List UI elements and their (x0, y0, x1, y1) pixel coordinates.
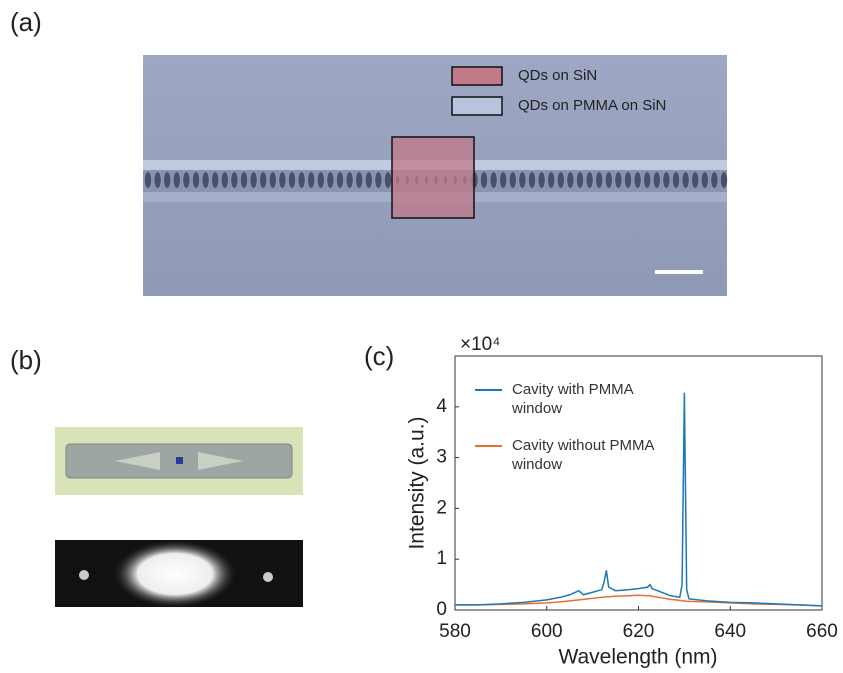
y-tick-label: 3 (436, 447, 447, 468)
hole (567, 172, 574, 188)
hole (240, 172, 248, 188)
hole (327, 172, 334, 188)
hole (509, 172, 516, 188)
hole (644, 172, 651, 188)
hole (500, 172, 507, 188)
y-tick-label: 1 (436, 548, 447, 569)
hole (528, 172, 536, 188)
hole (711, 172, 718, 188)
micrograph (55, 427, 303, 608)
hole (701, 172, 708, 188)
x-axis-label: Wavelength (nm) (558, 646, 717, 669)
hole (596, 172, 603, 188)
hole (154, 172, 161, 188)
hole (634, 172, 641, 188)
panel-label: (a) (10, 7, 42, 37)
hole (269, 172, 276, 188)
hole (672, 172, 680, 188)
hole (682, 172, 689, 188)
hole (384, 172, 392, 188)
hole (624, 172, 632, 188)
series-line (455, 392, 823, 607)
y-tick-label: 4 (436, 396, 447, 417)
legend-entry: Cavity without PMMA window (512, 437, 654, 473)
hole (663, 172, 670, 188)
series-line (455, 594, 823, 607)
hole (576, 172, 584, 188)
legend-label: QDs on PMMA on SiN (518, 97, 666, 114)
hole (221, 172, 228, 188)
hole (538, 172, 545, 188)
y-axis-label: Intensity (a.u.) (406, 416, 429, 549)
hole (173, 172, 180, 188)
hole (375, 172, 382, 188)
panel-label: (b) (10, 345, 42, 375)
x-tick-label: 580 (439, 621, 471, 642)
y-tick-label: 0 (436, 599, 447, 620)
hole (692, 172, 699, 188)
hole (279, 172, 286, 188)
x-tick-label: 640 (714, 621, 746, 642)
hole (356, 172, 363, 188)
hole (557, 172, 564, 188)
hole (365, 172, 372, 188)
hole (519, 172, 526, 188)
hole (192, 172, 200, 188)
hole (260, 172, 267, 188)
hole (298, 172, 305, 188)
y-tick-label: 2 (436, 497, 447, 518)
hole (586, 172, 593, 188)
panel-label: (c) (364, 341, 394, 371)
hole (615, 172, 622, 188)
hole (288, 172, 296, 188)
hole (164, 172, 171, 188)
hole (144, 172, 152, 188)
legend-entry: Cavity with PMMA window (512, 381, 633, 417)
hole (250, 172, 257, 188)
hole (605, 172, 612, 188)
x-tick-label: 620 (623, 621, 655, 642)
y-multiplier: ×10⁴ (460, 334, 500, 355)
x-tick-label: 600 (531, 621, 563, 642)
hole (202, 172, 209, 188)
hole (490, 172, 497, 188)
hole (548, 172, 555, 188)
hole (317, 172, 324, 188)
hole (653, 172, 660, 188)
x-tick-label: 660 (806, 621, 838, 642)
hole (346, 172, 353, 188)
hole (308, 172, 315, 188)
hole (183, 172, 190, 188)
hole (231, 172, 238, 188)
hole (336, 172, 344, 188)
hole (212, 172, 219, 188)
hole (720, 172, 728, 188)
legend-label: QDs on SiN (518, 67, 597, 84)
hole (480, 172, 488, 188)
sem-image (143, 55, 728, 296)
